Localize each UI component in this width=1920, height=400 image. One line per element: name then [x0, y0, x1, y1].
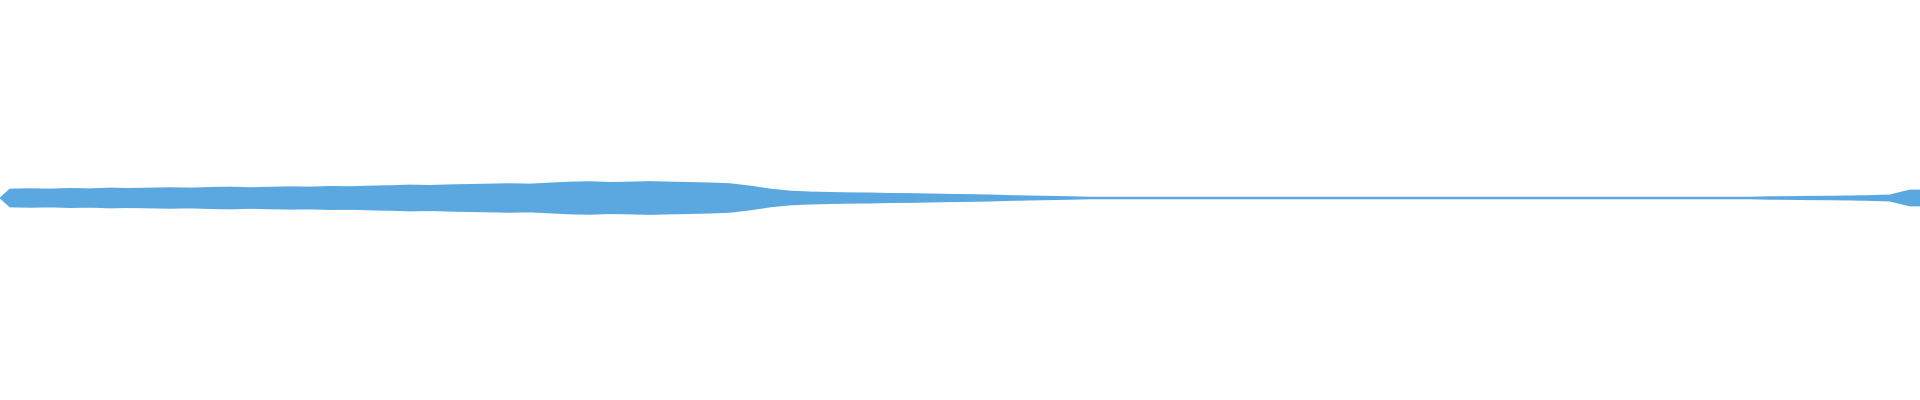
- waveform-top: [0, 181, 1920, 199]
- waveform-bottom: [0, 197, 1920, 215]
